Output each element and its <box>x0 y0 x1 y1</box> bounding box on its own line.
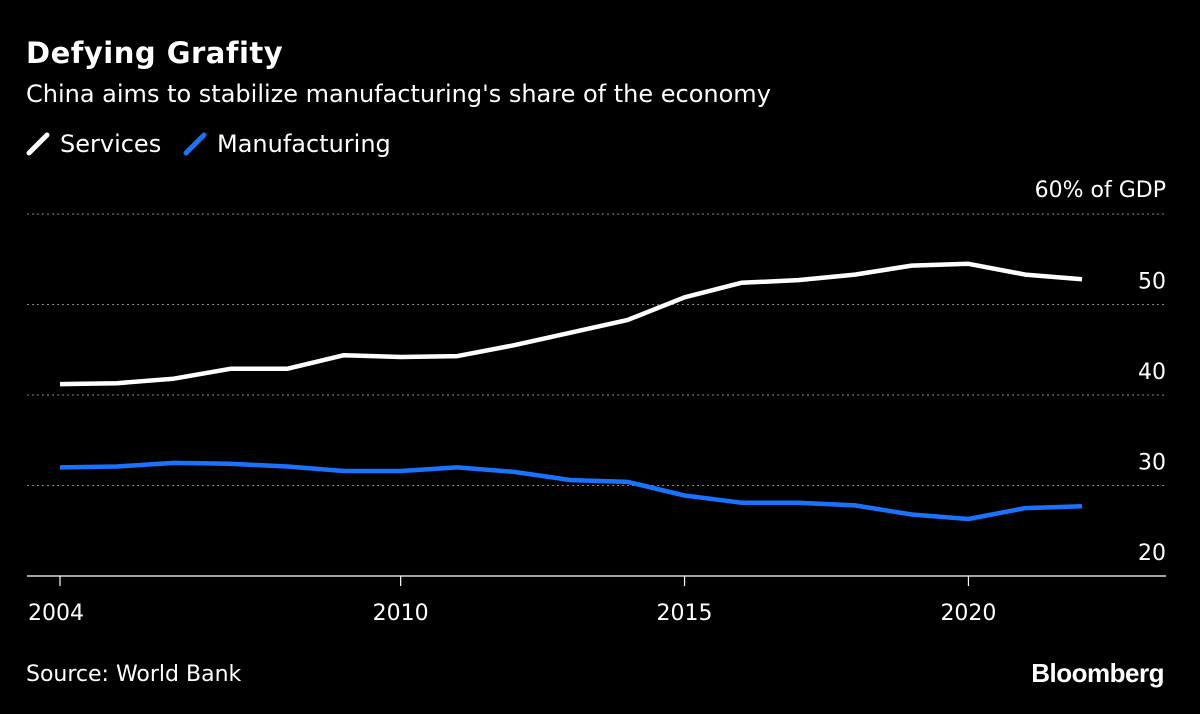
x-tick-label-2015: 2015 <box>657 601 713 626</box>
legend-swatch-services-icon <box>26 132 50 156</box>
data-point-manufacturing-2012 <box>512 470 516 474</box>
data-point-services-2018 <box>853 273 857 277</box>
data-point-manufacturing-2013 <box>569 478 573 482</box>
y-tick-label-50: 50 <box>1138 270 1166 295</box>
y-tick-label-30: 30 <box>1138 451 1166 476</box>
data-point-services-2012 <box>512 343 516 347</box>
data-point-services-2008 <box>285 367 289 371</box>
x-tick-label-2004: 2004 <box>28 601 84 626</box>
data-point-services-2013 <box>569 331 573 335</box>
data-point-services-2004 <box>58 382 62 386</box>
data-point-services-2022 <box>1080 277 1084 281</box>
data-point-services-2016 <box>739 281 743 285</box>
data-point-services-2020 <box>966 262 970 266</box>
data-point-manufacturing-2022 <box>1080 504 1084 508</box>
data-point-services-2011 <box>455 354 459 358</box>
legend-swatch-manufacturing-icon <box>183 132 207 156</box>
series-line-manufacturing <box>59 460 1083 522</box>
data-point-services-2009 <box>342 353 346 357</box>
data-point-services-2015 <box>683 295 687 299</box>
data-point-manufacturing-2009 <box>342 469 346 473</box>
chart-title: Defying Grafity <box>26 36 284 70</box>
legend-item-services: Services <box>26 130 161 158</box>
data-point-manufacturing-2015 <box>683 493 687 497</box>
source-note: Source: World Bank <box>26 662 242 687</box>
data-point-manufacturing-2004 <box>58 465 62 469</box>
bloomberg-logo: Bloomberg <box>1031 658 1164 688</box>
y-tick-label-60: 60% of GDP <box>1035 178 1166 203</box>
data-point-manufacturing-2005 <box>115 464 119 468</box>
data-point-services-2006 <box>172 377 176 381</box>
x-tick-label-2010: 2010 <box>373 601 429 626</box>
data-point-manufacturing-2019 <box>910 512 914 516</box>
legend-item-manufacturing: Manufacturing <box>183 130 391 158</box>
data-point-services-2021 <box>1023 273 1027 277</box>
data-point-manufacturing-2014 <box>626 480 630 484</box>
data-point-manufacturing-2011 <box>455 465 459 469</box>
data-point-manufacturing-2018 <box>853 503 857 507</box>
legend-label-services: Services <box>60 130 162 158</box>
data-point-services-2005 <box>115 381 119 385</box>
data-point-services-2019 <box>910 264 914 268</box>
series-line-services <box>59 261 1083 387</box>
data-point-services-2014 <box>626 318 630 322</box>
legend-label-manufacturing: Manufacturing <box>217 130 391 158</box>
data-point-manufacturing-2008 <box>285 464 289 468</box>
x-tick-label-2020: 2020 <box>940 601 996 626</box>
data-point-manufacturing-2017 <box>796 501 800 505</box>
data-point-services-2010 <box>399 355 403 359</box>
data-point-services-2017 <box>796 278 800 282</box>
data-point-manufacturing-2020 <box>966 517 970 521</box>
data-point-manufacturing-2016 <box>739 501 743 505</box>
data-point-manufacturing-2007 <box>228 462 232 466</box>
data-point-manufacturing-2010 <box>399 469 403 473</box>
data-point-services-2007 <box>228 367 232 371</box>
data-point-manufacturing-2021 <box>1023 506 1027 510</box>
y-tick-label-20: 20 <box>1138 541 1166 566</box>
data-point-manufacturing-2006 <box>172 461 176 465</box>
chart-subtitle: China aims to stabilize manufacturing's … <box>26 80 771 108</box>
y-tick-label-40: 40 <box>1138 360 1166 385</box>
